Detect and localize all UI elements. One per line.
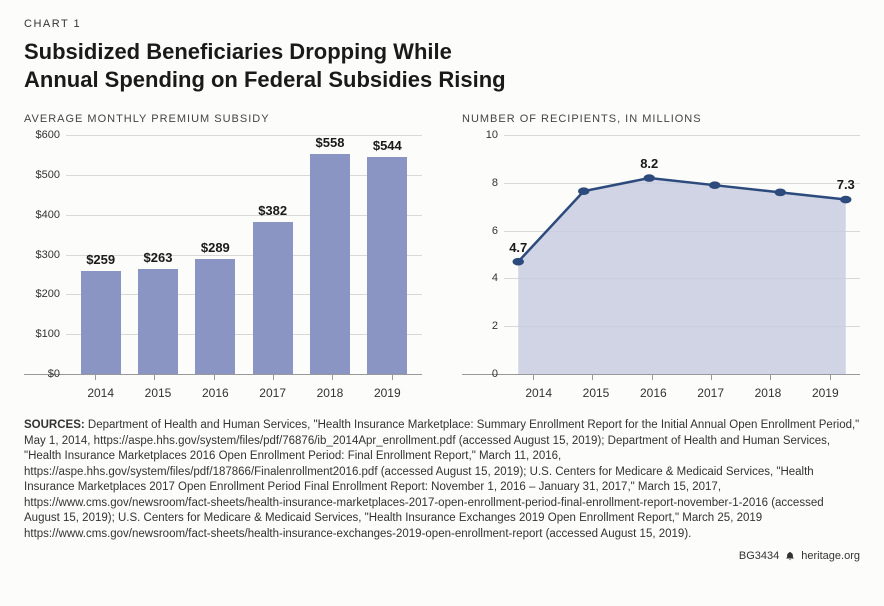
- line-svg: [504, 135, 860, 374]
- bar-x-tick-mark: [125, 375, 184, 380]
- line-x-tick: 2017: [682, 386, 739, 400]
- bar-x-tick-mark: [185, 375, 244, 380]
- bar-value-label: $259: [86, 252, 115, 267]
- line-x-axis: 201420152016201720182019: [504, 380, 860, 400]
- line-x-tick-mark: [623, 375, 682, 380]
- line-x-tick: 2016: [625, 386, 682, 400]
- line-point-label: 4.7: [509, 240, 527, 255]
- bar: [253, 222, 293, 374]
- line-y-axis: 0246810: [462, 135, 504, 374]
- line-y-tick: 10: [486, 129, 498, 141]
- line-chart-title: NUMBER OF RECIPIENTS, IN MILLIONS: [462, 113, 860, 125]
- line-x-tick: 2014: [510, 386, 567, 400]
- bar: [310, 154, 350, 374]
- bar-y-tick: $500: [36, 169, 60, 181]
- line-x-tick: 2018: [739, 386, 796, 400]
- line-plot: 4.7 8.2 7.3: [504, 135, 860, 374]
- line-point-label: 7.3: [837, 177, 855, 192]
- line-x-tick-mark: [801, 375, 860, 380]
- charts-row: AVERAGE MONTHLY PREMIUM SUBSIDY $0 $100 $2…: [24, 113, 860, 400]
- title-line-2: Annual Spending on Federal Subsidies Ris…: [24, 67, 506, 92]
- sources-label: SOURCES:: [24, 419, 85, 431]
- bar-x-tick: 2019: [359, 386, 416, 400]
- bar-wrap: $558: [301, 135, 358, 374]
- bar-x-tick-mark: [244, 375, 303, 380]
- line-y-tick: 8: [492, 177, 498, 189]
- line-point-label: 8.2: [640, 156, 658, 171]
- line-y-tick: 2: [492, 320, 498, 332]
- line-marker: [775, 189, 786, 197]
- bar-wrap: $544: [359, 135, 416, 374]
- bar-y-tick: $0: [48, 368, 60, 380]
- bar-x-axis: 201420152016201720182019: [66, 380, 422, 400]
- bar-value-label: $263: [144, 250, 173, 265]
- line-x-tick-mark: [741, 375, 800, 380]
- line-x-tick-marks: [504, 375, 860, 380]
- bell-icon: [785, 551, 795, 561]
- bar-wrap: $263: [129, 135, 186, 374]
- line-chart-area: 0246810 4.78.27.3: [462, 135, 860, 375]
- sources-text: SOURCES: Department of Health and Human …: [24, 418, 860, 542]
- line-x-tick: 2019: [797, 386, 854, 400]
- bar-x-tick: 2017: [244, 386, 301, 400]
- line-x-tick-mark: [563, 375, 622, 380]
- sources-body: Department of Health and Human Services,…: [24, 419, 859, 540]
- bar-y-tick: $600: [36, 129, 60, 141]
- bar-y-tick: $200: [36, 288, 60, 300]
- bar-x-tick-mark: [363, 375, 422, 380]
- page-title: Subsidized Beneficiaries Dropping While …: [24, 38, 860, 93]
- line-marker: [709, 181, 720, 189]
- bar-y-tick: $300: [36, 249, 60, 261]
- bar-plot: $259 $263 $289 $382 $558 $544: [66, 135, 422, 374]
- bar-chart-area: $0$100$200$300$400$500$600 $259$263$289$…: [24, 135, 422, 375]
- chart-label: CHART 1: [24, 18, 860, 30]
- bar-value-label: $558: [316, 135, 345, 150]
- footer: BG3434 heritage.org: [24, 550, 860, 562]
- bar-x-tick-mark: [66, 375, 125, 380]
- bar-chart-title: AVERAGE MONTHLY PREMIUM SUBSIDY: [24, 113, 422, 125]
- bar-wrap: $259: [72, 135, 129, 374]
- bar-value-label: $544: [373, 138, 402, 153]
- bar: [138, 269, 178, 374]
- footer-id: BG3434: [739, 550, 779, 562]
- bar-x-tick: 2014: [72, 386, 129, 400]
- line-chart-panel: NUMBER OF RECIPIENTS, IN MILLIONS 0 2 4 6 8 1…: [462, 113, 860, 400]
- bar: [81, 271, 121, 374]
- bar-x-tick: 2016: [187, 386, 244, 400]
- line-y-tick: 0: [492, 368, 498, 380]
- line-x-tick-mark: [504, 375, 563, 380]
- bar-x-tick-mark: [303, 375, 362, 380]
- bar-value-label: $382: [258, 203, 287, 218]
- bar-y-tick: $400: [36, 209, 60, 221]
- line-x-tick-mark: [682, 375, 741, 380]
- line-x-tick: 2015: [567, 386, 624, 400]
- line-marker: [578, 187, 589, 195]
- bars-container: $259 $263 $289 $382 $558 $544: [66, 135, 422, 374]
- title-line-1: Subsidized Beneficiaries Dropping While: [24, 39, 452, 64]
- line-marker: [644, 174, 655, 182]
- bar-wrap: $289: [187, 135, 244, 374]
- line-y-tick: 6: [492, 225, 498, 237]
- bar-chart-panel: AVERAGE MONTHLY PREMIUM SUBSIDY $0 $100 $2…: [24, 113, 422, 400]
- bar-y-tick: $100: [36, 328, 60, 340]
- bar-x-tick: 2018: [301, 386, 358, 400]
- bar-x-tick: 2015: [129, 386, 186, 400]
- bar-y-axis: $0$100$200$300$400$500$600: [24, 135, 66, 374]
- footer-site: heritage.org: [801, 550, 860, 562]
- bar-wrap: $382: [244, 135, 301, 374]
- line-marker: [513, 258, 524, 266]
- bar: [367, 157, 407, 374]
- bar-value-label: $289: [201, 240, 230, 255]
- bar: [195, 259, 235, 374]
- line-y-tick: 4: [492, 272, 498, 284]
- bar-x-tick-marks: [66, 375, 422, 380]
- line-marker: [840, 196, 851, 204]
